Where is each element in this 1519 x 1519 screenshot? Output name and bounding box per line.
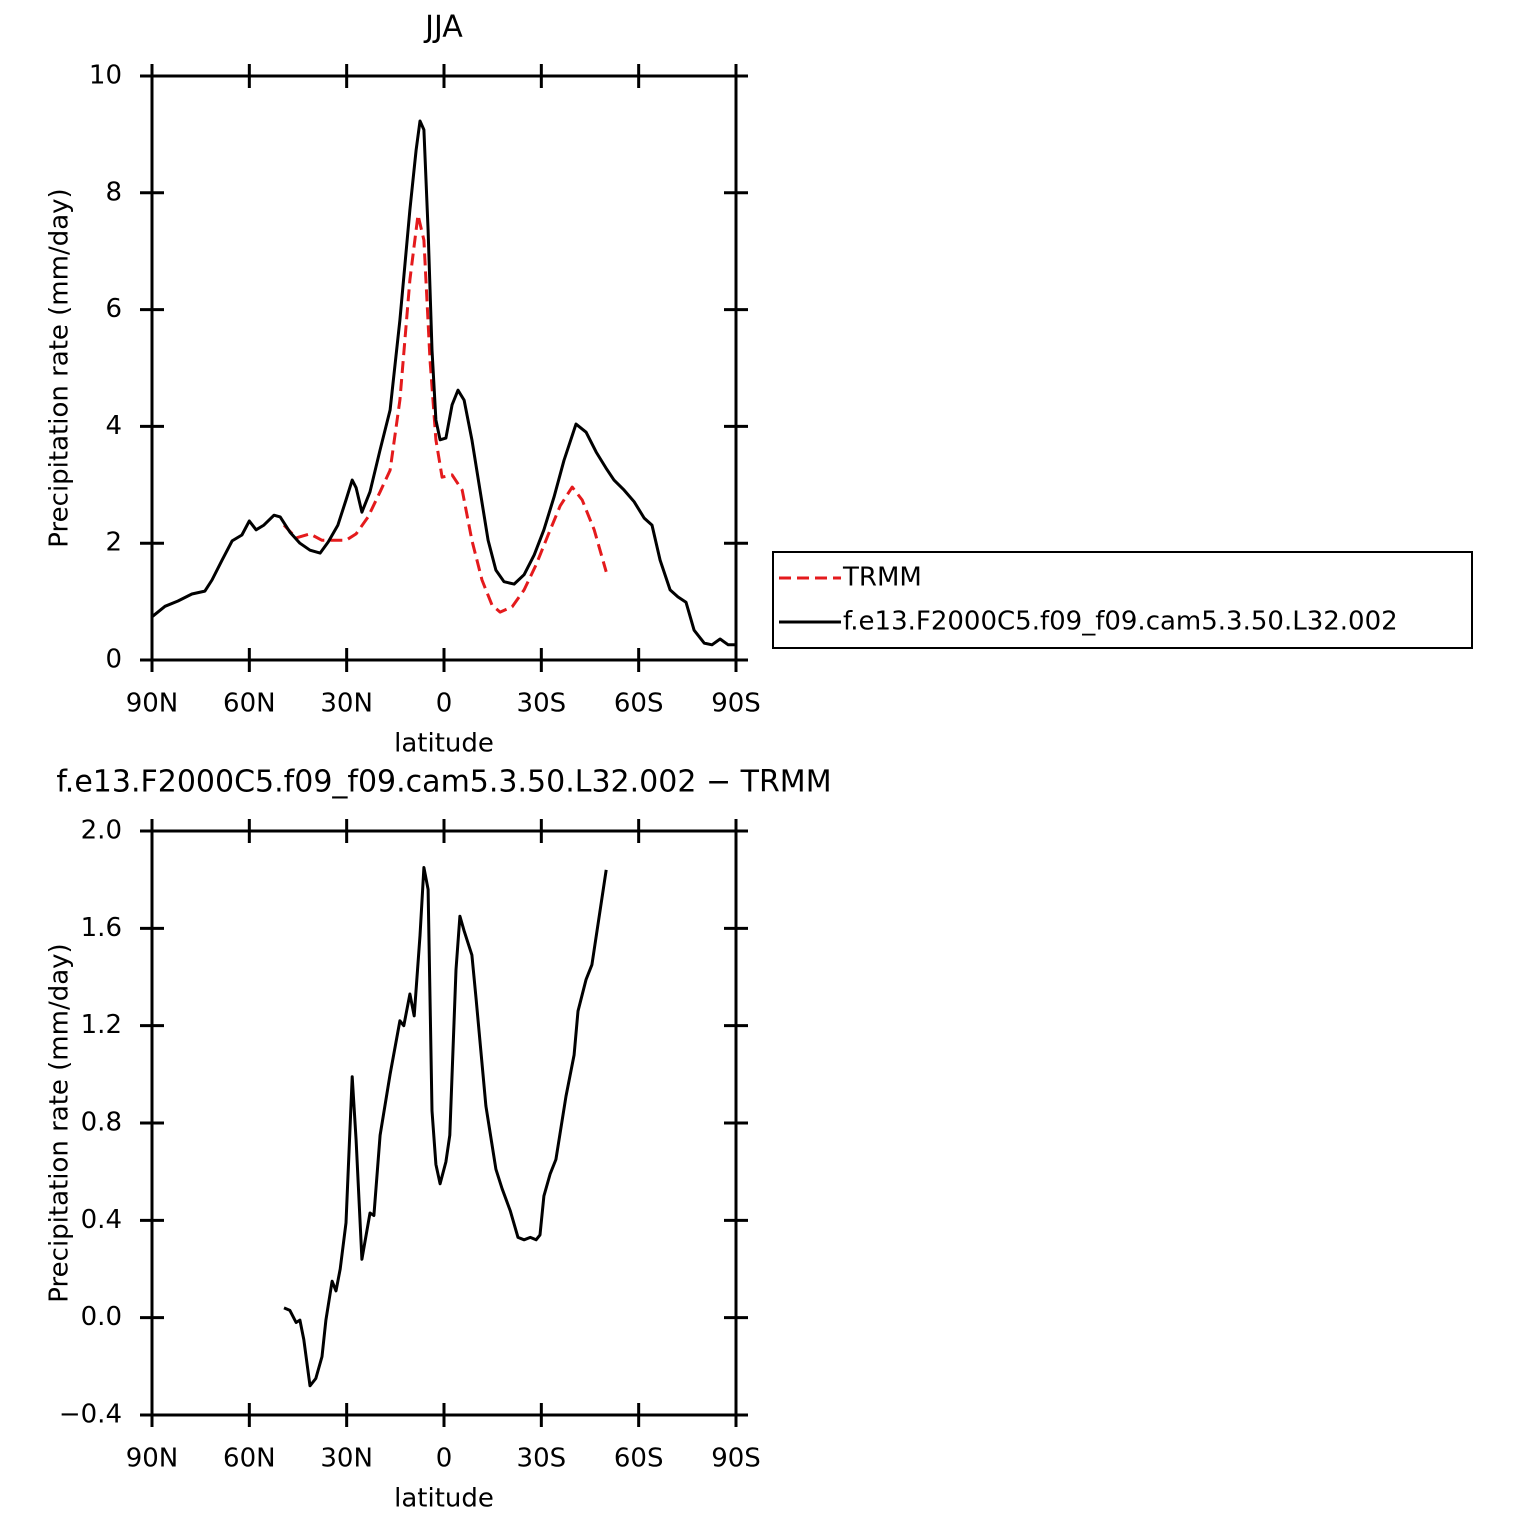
x-tick-label: 90S bbox=[711, 689, 761, 719]
y-tick-label: 2 bbox=[105, 528, 122, 558]
data-line bbox=[151, 119, 736, 647]
x-tick-label: 60S bbox=[614, 689, 664, 719]
plot-frame bbox=[150, 74, 738, 662]
y-tick-label: 1.2 bbox=[81, 1010, 122, 1040]
y-tick-label: 0.0 bbox=[81, 1302, 122, 1332]
y-tick-label: 6 bbox=[105, 294, 122, 324]
legend-box bbox=[772, 551, 1473, 649]
x-tick-label: 90S bbox=[711, 1444, 761, 1474]
x-axis-label: latitude bbox=[394, 729, 494, 759]
y-tick-label: 2.0 bbox=[81, 816, 122, 846]
y-tick-label: 0.8 bbox=[81, 1108, 122, 1138]
x-tick-label: 60N bbox=[223, 689, 276, 719]
chart-title: f.e13.F2000C5.f09_f09.cam5.3.50.L32.002 … bbox=[56, 765, 831, 800]
plot-frame bbox=[150, 829, 738, 1417]
data-line bbox=[282, 213, 608, 614]
y-tick-label: 0 bbox=[105, 645, 122, 675]
x-tick-label: 60N bbox=[223, 1444, 276, 1474]
x-tick-label: 30N bbox=[320, 1444, 373, 1474]
y-axis-label: Precipitation rate (mm/day) bbox=[45, 943, 75, 1302]
y-axis-label: Precipitation rate (mm/day) bbox=[45, 188, 75, 547]
x-tick-label: 30S bbox=[517, 689, 567, 719]
data-line bbox=[283, 866, 608, 1388]
y-tick-label: 1.6 bbox=[81, 913, 122, 943]
x-tick-label: 90N bbox=[126, 689, 179, 719]
x-tick-label: 90N bbox=[126, 1444, 179, 1474]
x-tick-label: 30N bbox=[320, 689, 373, 719]
legend-label: TRMM bbox=[842, 563, 922, 593]
x-axis-label: latitude bbox=[394, 1484, 494, 1514]
y-tick-label: 0.4 bbox=[81, 1205, 122, 1235]
x-tick-label: 0 bbox=[436, 1444, 453, 1474]
y-tick-label: −0.4 bbox=[59, 1400, 122, 1430]
y-tick-label: 4 bbox=[105, 411, 122, 441]
legend-label: f.e13.F2000C5.f09_f09.cam5.3.50.L32.002 bbox=[843, 607, 1398, 637]
x-tick-label: 30S bbox=[517, 1444, 567, 1474]
chart-title: JJA bbox=[423, 10, 463, 45]
x-tick-label: 0 bbox=[436, 689, 453, 719]
y-tick-label: 10 bbox=[89, 61, 122, 91]
y-tick-label: 8 bbox=[105, 177, 122, 207]
x-tick-label: 60S bbox=[614, 1444, 664, 1474]
